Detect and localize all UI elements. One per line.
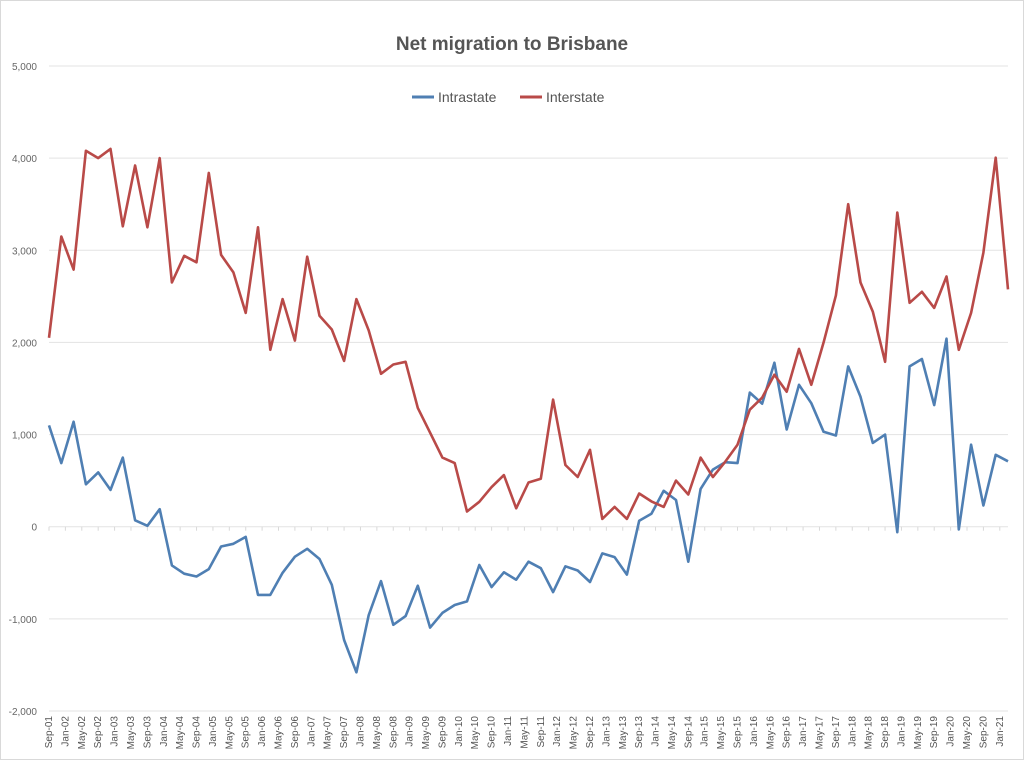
x-tick-label: Jan-15 [700, 716, 711, 747]
x-tick-label: Sep-03 [142, 716, 153, 749]
chart-title: Net migration to Brisbane [396, 34, 628, 55]
x-tick-label: Jan-17 [798, 716, 809, 747]
x-tick-label: May-03 [126, 716, 137, 750]
legend-label-interstate: Interstate [546, 89, 605, 105]
x-tick-label: May-14 [667, 716, 678, 750]
x-tick-label: Sep-07 [339, 716, 350, 749]
x-tick-label: Jan-16 [749, 716, 760, 747]
y-tick-label: 5,000 [12, 62, 37, 73]
y-tick-label: 0 [31, 523, 37, 534]
x-tick-label: May-07 [323, 716, 334, 750]
x-tick-label: Jan-18 [847, 716, 858, 747]
y-tick-label: 2,000 [12, 338, 37, 349]
x-tick-label: May-08 [372, 716, 383, 750]
x-tick-label: Sep-18 [880, 716, 891, 749]
x-tick-label: Sep-01 [44, 716, 55, 749]
x-tick-label: Jan-13 [601, 716, 612, 747]
x-tick-label: May-06 [274, 716, 285, 750]
x-tick-label: Sep-14 [683, 716, 694, 749]
x-tick-label: Sep-17 [831, 716, 842, 749]
x-tick-label: May-10 [470, 716, 481, 750]
x-tick-label: May-18 [864, 716, 875, 750]
x-tick-label: Sep-05 [241, 716, 252, 749]
x-tick-label: May-02 [77, 716, 88, 750]
series-line-intrastate [47, 337, 1009, 674]
y-tick-label: 4,000 [12, 154, 37, 165]
x-tick-label: Sep-09 [437, 716, 448, 749]
x-tick-label: Jan-14 [651, 716, 662, 747]
x-tick-label: Jan-20 [946, 716, 957, 747]
x-tick-label: Sep-12 [585, 716, 596, 749]
x-tick-label: Jan-19 [896, 716, 907, 747]
x-tick-label: Jan-12 [552, 716, 563, 747]
x-tick-label: Sep-10 [487, 716, 498, 749]
x-tick-label: Jan-03 [110, 716, 121, 747]
x-tick-label: May-12 [569, 716, 580, 750]
x-tick-label: Jan-10 [454, 716, 465, 747]
y-axis-ticks: -2,000 -1,000 0 1,000 2,000 3,000 4,000 5,000 [9, 62, 38, 718]
x-tick-label: Sep-02 [93, 716, 104, 749]
x-tick-label: Jan-11 [503, 716, 514, 746]
x-tick-label: Sep-15 [733, 716, 744, 749]
x-tick-label: May-09 [421, 716, 432, 750]
x-tick-label: Sep-06 [290, 716, 301, 749]
x-tick-label: Sep-11 [536, 716, 547, 748]
x-tick-label: May-05 [224, 716, 235, 750]
x-axis-ticks: Sep-01 Jan-02 May-02 Sep-02 Jan-03 May-03 Sep-… [44, 526, 1006, 750]
x-tick-label: Jan-04 [159, 716, 170, 747]
y-tick-label: 3,000 [12, 246, 37, 257]
x-tick-label: May-04 [175, 716, 186, 750]
x-tick-label: May-11 [519, 716, 530, 749]
x-tick-label: May-13 [618, 716, 629, 750]
x-tick-label: May-16 [765, 716, 776, 750]
y-tick-label: -2,000 [9, 707, 38, 718]
x-tick-label: Jan-07 [306, 716, 317, 747]
x-tick-label: Jan-09 [405, 716, 416, 747]
x-tick-label: May-20 [962, 716, 973, 750]
gridlines [49, 65, 1008, 712]
y-tick-label: 1,000 [12, 431, 37, 442]
y-tick-label: -1,000 [9, 615, 38, 626]
x-tick-label: Jan-02 [60, 716, 71, 747]
x-tick-label: Sep-08 [388, 716, 399, 749]
x-tick-label: Sep-04 [192, 716, 203, 749]
x-tick-label: Sep-13 [634, 716, 645, 749]
x-tick-label: Sep-19 [929, 716, 940, 749]
legend: Intrastate Interstate [412, 89, 605, 105]
x-tick-label: Jan-05 [208, 716, 219, 747]
legend-label-intrastate: Intrastate [438, 89, 497, 105]
x-tick-label: Jan-06 [257, 716, 268, 747]
x-tick-label: May-15 [716, 716, 727, 750]
x-tick-label: Jan-08 [355, 716, 366, 747]
series-line-interstate [47, 147, 1010, 521]
x-tick-label: May-19 [913, 716, 924, 750]
x-tick-label: Sep-20 [978, 716, 989, 749]
x-tick-label: Jan-21 [995, 716, 1006, 747]
x-tick-label: Sep-16 [782, 716, 793, 749]
series-lines [47, 147, 1010, 674]
x-tick-label: May-17 [814, 716, 825, 750]
